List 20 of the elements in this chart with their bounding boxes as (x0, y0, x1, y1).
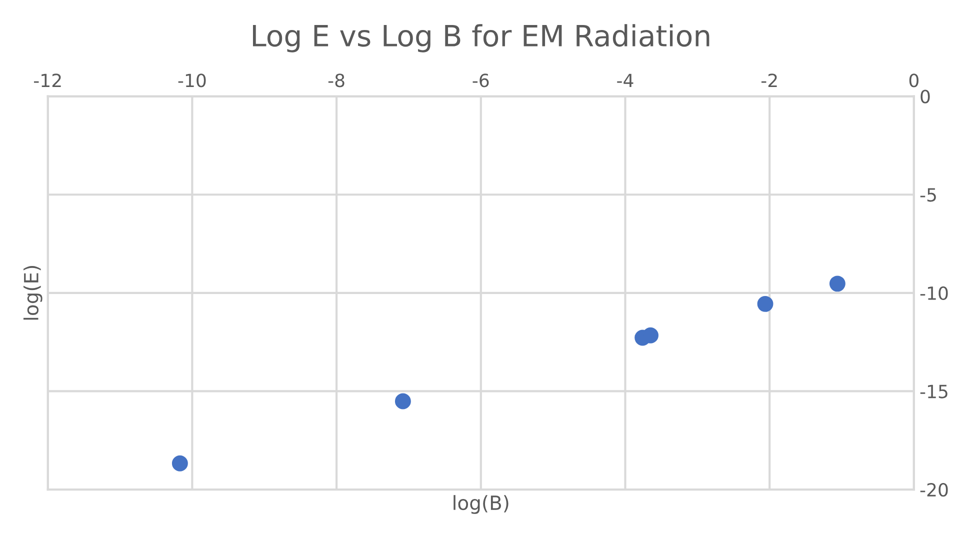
y-tick-label: -5 (920, 188, 936, 202)
chart-title: Log E vs Log B for EM Radiation (252, 24, 710, 52)
x-tick-label: -6 (472, 74, 489, 88)
x-tick-label: -12 (34, 74, 61, 87)
point (829, 276, 846, 292)
x-tick-label: 0 (909, 74, 918, 88)
point (172, 455, 188, 472)
x-tick-label: -2 (761, 74, 777, 87)
x-axis-title: log(B) (454, 495, 508, 514)
point (642, 327, 658, 344)
x-tick-label: -10 (178, 74, 206, 88)
x-tick-label: -4 (617, 74, 634, 87)
y-axis-title: log(E) (23, 266, 42, 320)
x-tick-label: -8 (328, 74, 344, 88)
y-tick-label: -15 (920, 384, 948, 398)
point (394, 393, 411, 410)
y-tick-label: -10 (920, 286, 948, 300)
y-tick-label: -20 (920, 482, 948, 497)
point (757, 296, 774, 312)
y-tick-label: 0 (920, 90, 930, 104)
